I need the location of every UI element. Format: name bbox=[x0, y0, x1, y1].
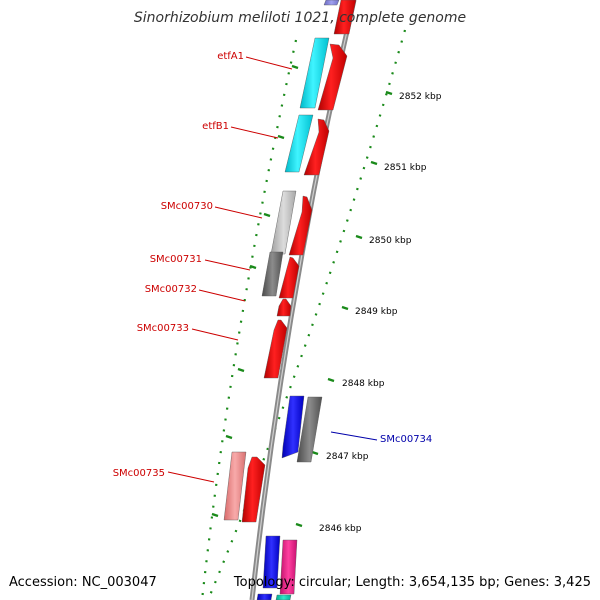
gene-etfb1-arrow[interactable] bbox=[303, 118, 330, 176]
leader-smc00731 bbox=[204, 259, 251, 271]
leader-etfb1 bbox=[230, 126, 279, 139]
gene-smc00733-arrow[interactable] bbox=[263, 319, 288, 379]
scale-tick-label: 2847 kbp bbox=[326, 452, 369, 462]
leader-smc00730 bbox=[214, 206, 263, 219]
scale-tick-labels: 2852 kbp 2851 kbp 2850 kbp 2849 kbp 2848… bbox=[319, 92, 442, 534]
gene-bottom-blue[interactable] bbox=[262, 535, 281, 589]
gene-label-smc00731[interactable]: SMc00731 bbox=[150, 254, 202, 265]
inner-tick-mark bbox=[225, 434, 233, 440]
scale-tick-mark bbox=[385, 90, 393, 96]
gene-label-smc00730[interactable]: SMc00730 bbox=[161, 201, 213, 212]
gene-smc00735-block[interactable] bbox=[223, 451, 247, 521]
gene-etfb1-block[interactable] bbox=[284, 114, 314, 173]
genome-backbone-highlight bbox=[251, 0, 355, 600]
gene-labels: etfA1 etfB1 SMc00730 SMc00731 SMc00732 S… bbox=[113, 51, 433, 479]
gene-label-etfa1[interactable]: etfA1 bbox=[217, 51, 244, 62]
gene-smc00730-block[interactable] bbox=[270, 190, 297, 255]
scale-tick-label: 2851 kbp bbox=[384, 163, 427, 173]
gene-bottom-blue-2[interactable] bbox=[256, 593, 273, 600]
gene-top-red[interactable] bbox=[333, 0, 357, 35]
scale-tick-label: 2852 kbp bbox=[399, 92, 442, 102]
gene-bottom-magenta[interactable] bbox=[279, 539, 298, 595]
topology-text: Topology: circular; Length: 3,654,135 bp… bbox=[233, 575, 591, 590]
inner-tick-mark bbox=[263, 212, 271, 218]
label-leader-lines bbox=[167, 56, 378, 483]
scale-tick-mark bbox=[327, 377, 335, 383]
scale-tick-mark bbox=[370, 160, 378, 166]
scale-tick-label: 2850 kbp bbox=[369, 236, 412, 246]
leader-smc00735 bbox=[167, 471, 215, 483]
gene-smc00731-block[interactable] bbox=[261, 251, 284, 297]
gene-smc00734-gray[interactable] bbox=[296, 396, 323, 463]
inner-tick-mark bbox=[211, 512, 219, 518]
gene-smc00734-block[interactable] bbox=[281, 395, 305, 459]
leader-smc00734 bbox=[330, 431, 378, 441]
inner-tick-mark bbox=[249, 264, 257, 270]
reverse-strand-genes bbox=[223, 0, 340, 600]
scale-tick-label: 2848 kbp bbox=[342, 379, 385, 389]
leader-smc00733 bbox=[191, 328, 239, 341]
gene-bottom-teal[interactable] bbox=[275, 594, 292, 600]
gene-smc00735-arrow[interactable] bbox=[241, 456, 266, 523]
gene-label-smc00734[interactable]: SMc00734 bbox=[380, 434, 432, 445]
gene-label-smc00735[interactable]: SMc00735 bbox=[113, 468, 165, 479]
leader-etfa1 bbox=[245, 56, 293, 70]
gene-label-smc00733[interactable]: SMc00733 bbox=[137, 323, 189, 334]
gene-etfa1-block[interactable] bbox=[299, 37, 330, 109]
map-title: Sinorhizobium meliloti 1021, complete ge… bbox=[134, 10, 466, 26]
inner-tick-mark bbox=[277, 134, 285, 140]
gene-smc00730-arrow[interactable] bbox=[288, 195, 313, 256]
scale-tick-marks bbox=[295, 90, 393, 528]
gene-label-smc00732[interactable]: SMc00732 bbox=[145, 284, 197, 295]
gene-smc00732-arrow[interactable] bbox=[276, 298, 292, 317]
scale-tick-label: 2849 kbp bbox=[355, 307, 398, 317]
accession-text: Accession: NC_003047 bbox=[9, 575, 157, 590]
gene-smc00731-arrow[interactable] bbox=[278, 256, 300, 299]
gene-label-etfb1[interactable]: etfB1 bbox=[202, 121, 229, 132]
inner-tick-mark bbox=[237, 367, 245, 373]
inner-track-tick-marks bbox=[211, 64, 299, 518]
scale-tick-label: 2846 kbp bbox=[319, 524, 362, 534]
forward-strand-genes bbox=[241, 0, 357, 600]
scale-tick-mark bbox=[311, 450, 319, 456]
inner-tick-mark bbox=[291, 64, 299, 70]
scale-tick-mark bbox=[341, 305, 349, 311]
genome-backbone bbox=[249, 0, 357, 600]
scale-tick-mark bbox=[355, 234, 363, 240]
scale-tick-mark bbox=[295, 522, 303, 528]
gene-top-purple[interactable] bbox=[323, 0, 340, 6]
leader-smc00732 bbox=[198, 289, 246, 302]
gene-etfa1-arrow[interactable] bbox=[317, 43, 348, 111]
